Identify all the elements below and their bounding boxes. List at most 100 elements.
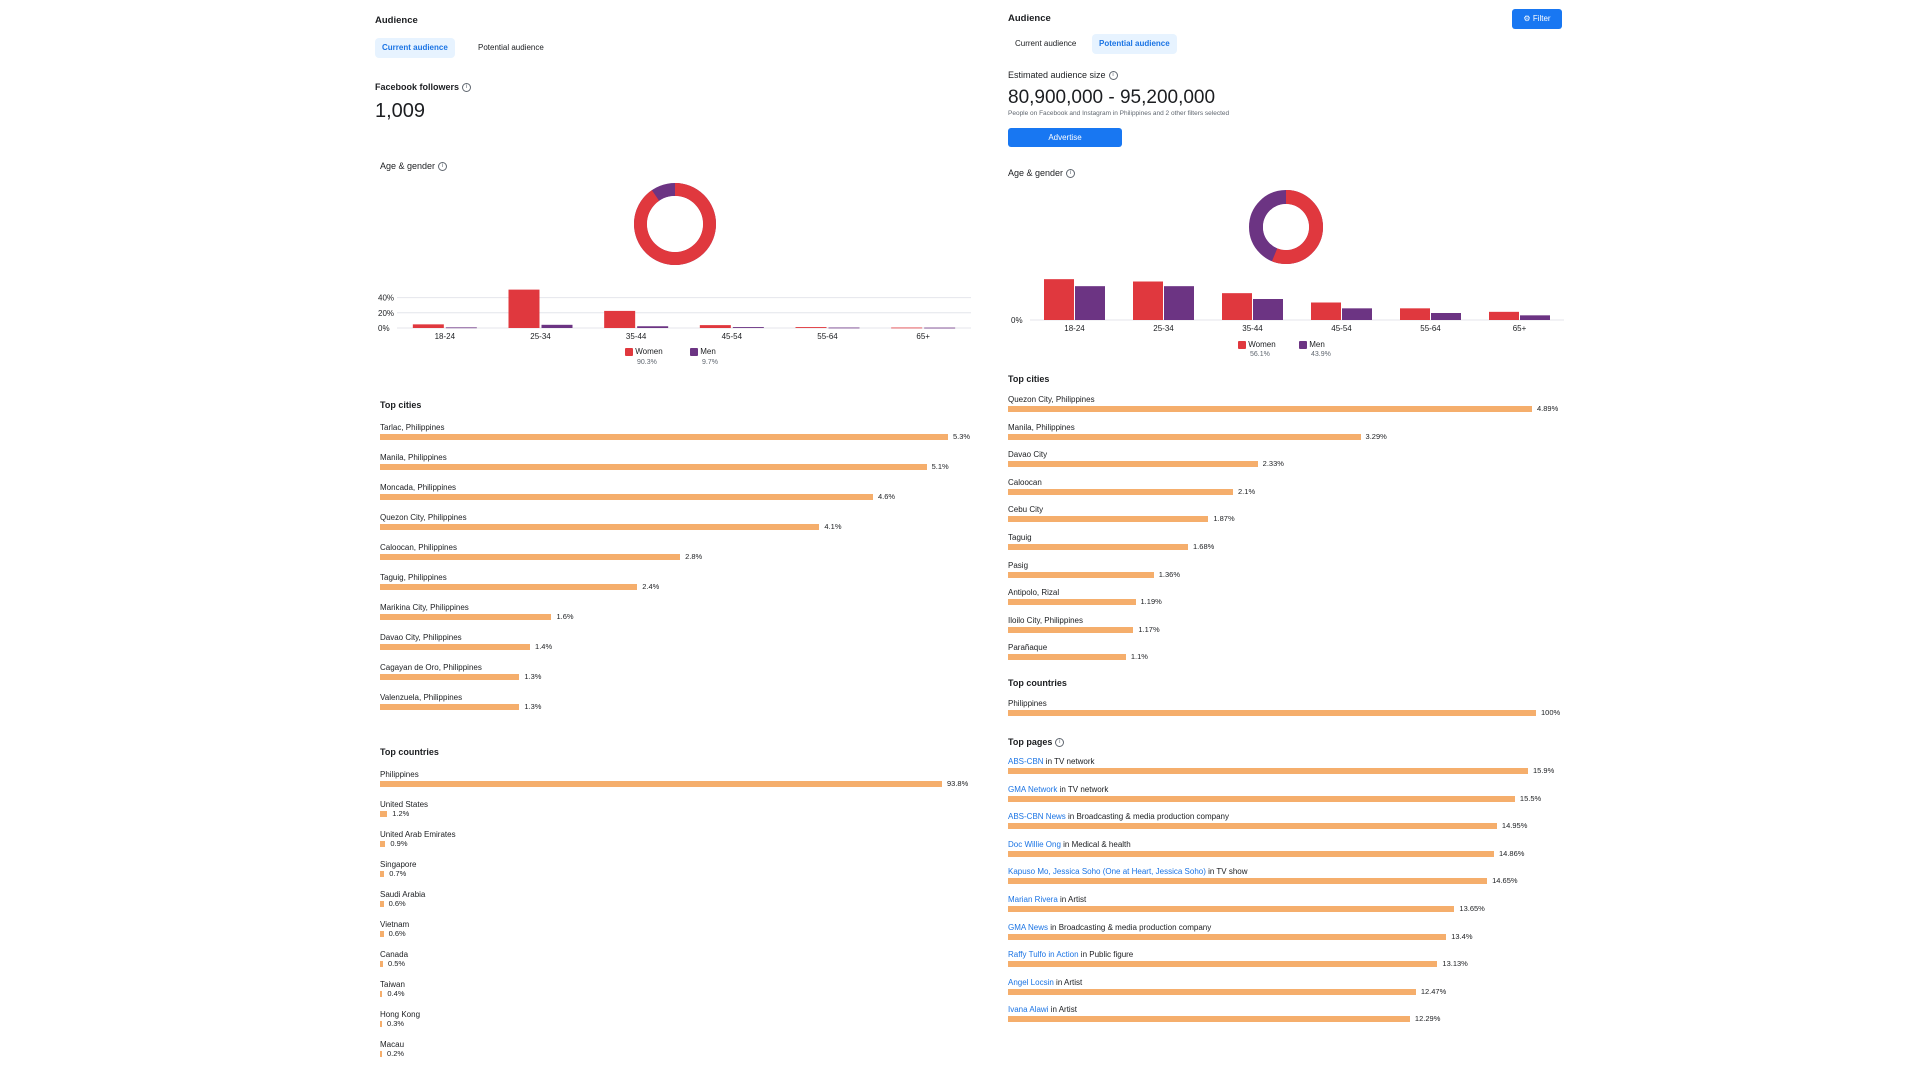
country-row: Philippines 93.8%: [380, 770, 1002, 800]
country-row-label: United States: [380, 800, 429, 809]
city-row-bar-track: [380, 554, 948, 560]
page-row-bar: [1008, 850, 1494, 857]
page-row-bar-track: [1008, 961, 1528, 968]
page-row-percent: 13.13%: [1442, 959, 1468, 969]
gender-donut-chart: [634, 183, 716, 265]
tab-current-audience[interactable]: Current audience: [1015, 39, 1077, 48]
country-row-percent: 0.5%: [387, 959, 406, 968]
page-link[interactable]: GMA News: [1008, 922, 1049, 932]
page-link[interactable]: Kapuso Mo, Jessica Soho (One at Heart, J…: [1008, 867, 1206, 877]
page-link[interactable]: ABS-CBN: [1008, 757, 1044, 766]
city-row-bar-track: [1008, 626, 1532, 633]
info-icon[interactable]: i: [1055, 738, 1065, 748]
legend-women-label: Women: [635, 347, 663, 356]
advertise-button[interactable]: Advertise: [1008, 128, 1122, 147]
page-row-bar-track: [1008, 795, 1528, 802]
page-row-label: Raffy Tulfo in Action in Public figure: [1008, 950, 1133, 959]
page-row-label: Angel Locsin in Artist: [1008, 978, 1082, 987]
panel-title: Audience: [1008, 13, 1051, 24]
bar-men: [732, 327, 764, 328]
age-gender-label: Age & gender i: [1008, 168, 1076, 179]
page-row-label: Ivana Alawi in Artist: [1008, 1005, 1077, 1014]
followers-label-text: Facebook followers: [375, 82, 460, 92]
x-tick-label: 25-34: [530, 332, 551, 340]
city-row: Valenzuela, Philippines 1.3%: [380, 693, 1008, 723]
men-swatch: [1299, 340, 1307, 349]
city-row-label: Davao City, Philippines: [380, 633, 462, 642]
page-row-label: GMA News in Broadcasting & media product…: [1008, 923, 1211, 932]
est-audience-sub: People on Facebook and Instagram in Phil…: [1008, 110, 1230, 117]
city-row-bar-track: [380, 644, 948, 650]
city-row-bar-track: [1008, 654, 1532, 661]
x-tick-label: 45-54: [1331, 324, 1352, 333]
bar-men: [637, 326, 669, 328]
page-row-bar: [1008, 1016, 1410, 1023]
page-category: in Medical & health: [1060, 839, 1131, 849]
city-row-percent: 2.8%: [685, 552, 703, 561]
bar-women: [1222, 293, 1252, 320]
legend-men-pct: 9.7%: [702, 359, 718, 366]
page-category: in Artist: [1057, 895, 1087, 904]
page-row-bar: [1008, 906, 1455, 912]
city-row-percent: 1.68%: [1193, 542, 1215, 551]
city-row-label: Caloocan, Philippines: [380, 543, 457, 552]
country-row-label: Canada: [380, 950, 409, 959]
city-row-bar: [1008, 406, 1532, 412]
y-tick-label: 40%: [378, 294, 394, 303]
city-row: Tarlac, Philippines 5.3%: [380, 423, 1008, 453]
country-row: Macau 0.2%: [380, 1040, 1002, 1070]
city-row-percent: 1.3%: [524, 672, 542, 681]
x-tick-label: 55-64: [1420, 324, 1441, 333]
tab-potential-audience[interactable]: Potential audience: [1092, 34, 1177, 54]
city-row: Taguig, Philippines 2.4%: [380, 573, 1008, 603]
bar-men: [1431, 313, 1461, 320]
country-row-bar: [380, 991, 383, 997]
followers-count: 1,009: [375, 100, 426, 122]
bar-women: [508, 289, 540, 328]
country-row-percent: 0.7%: [389, 869, 407, 878]
city-row-percent: 1.3%: [524, 702, 542, 711]
city-row: Pasig 1.36%: [1008, 561, 1592, 591]
page-link[interactable]: Raffy Tulfo in Action: [1008, 950, 1079, 960]
tab-potential-audience[interactable]: Potential audience: [478, 43, 544, 52]
city-row-bar-track: [380, 464, 948, 470]
city-row: Cagayan de Oro, Philippines 1.3%: [380, 663, 1008, 693]
page-row-bar-track: [1008, 850, 1528, 857]
info-icon[interactable]: i: [1108, 71, 1118, 81]
women-swatch: [625, 347, 633, 356]
donut-hole: [1263, 204, 1309, 250]
page-link[interactable]: Marian Rivera: [1008, 895, 1058, 904]
city-row-percent: 1.4%: [535, 642, 553, 651]
legend-men: Men: [1299, 340, 1325, 349]
tab-current-audience[interactable]: Current audience: [375, 38, 455, 58]
city-row: Quezon City, Philippines 4.89%: [1008, 395, 1592, 425]
filter-button[interactable]: ⚙ Filter: [1512, 9, 1562, 29]
potential-audience-panel: Audience ⚙ Filter Current audience Poten…: [1008, 0, 1568, 1080]
page-row-percent: 14.65%: [1492, 876, 1518, 886]
page-link[interactable]: Angel Locsin: [1008, 977, 1054, 987]
page-link[interactable]: Doc Willie Ong: [1008, 839, 1061, 849]
info-icon[interactable]: i: [438, 162, 448, 172]
page-row-label: Marian Rivera in Artist: [1008, 895, 1086, 904]
city-row-bar-track: [380, 524, 948, 530]
page-row: ABS-CBN News in Broadcasting & media pro…: [1008, 812, 1588, 842]
page-link[interactable]: GMA Network: [1008, 784, 1058, 794]
page-row-percent: 15.5%: [1519, 793, 1542, 803]
country-row-label: Philippines: [1008, 699, 1047, 708]
info-icon[interactable]: i: [462, 83, 472, 93]
city-row-bar: [380, 494, 873, 500]
city-row: Caloocan, Philippines 2.8%: [380, 543, 1008, 573]
city-row-label: Davao City: [1008, 450, 1048, 460]
city-row: Moncada, Philippines 4.6%: [380, 483, 1008, 513]
page-link[interactable]: Ivana Alawi: [1008, 1005, 1049, 1015]
x-tick-label: 35-44: [626, 332, 647, 340]
country-row: Singapore 0.7%: [380, 860, 1002, 890]
page-link[interactable]: ABS-CBN News: [1008, 812, 1066, 822]
page-row: Angel Locsin in Artist 12.47%: [1008, 978, 1588, 1008]
city-row-label: Manila, Philippines: [380, 453, 447, 462]
women-swatch: [1238, 340, 1246, 349]
info-icon[interactable]: i: [1066, 169, 1076, 179]
city-row-label: Taguig, Philippines: [380, 573, 447, 582]
page-row-bar: [1008, 878, 1488, 885]
bar-men: [924, 327, 956, 329]
